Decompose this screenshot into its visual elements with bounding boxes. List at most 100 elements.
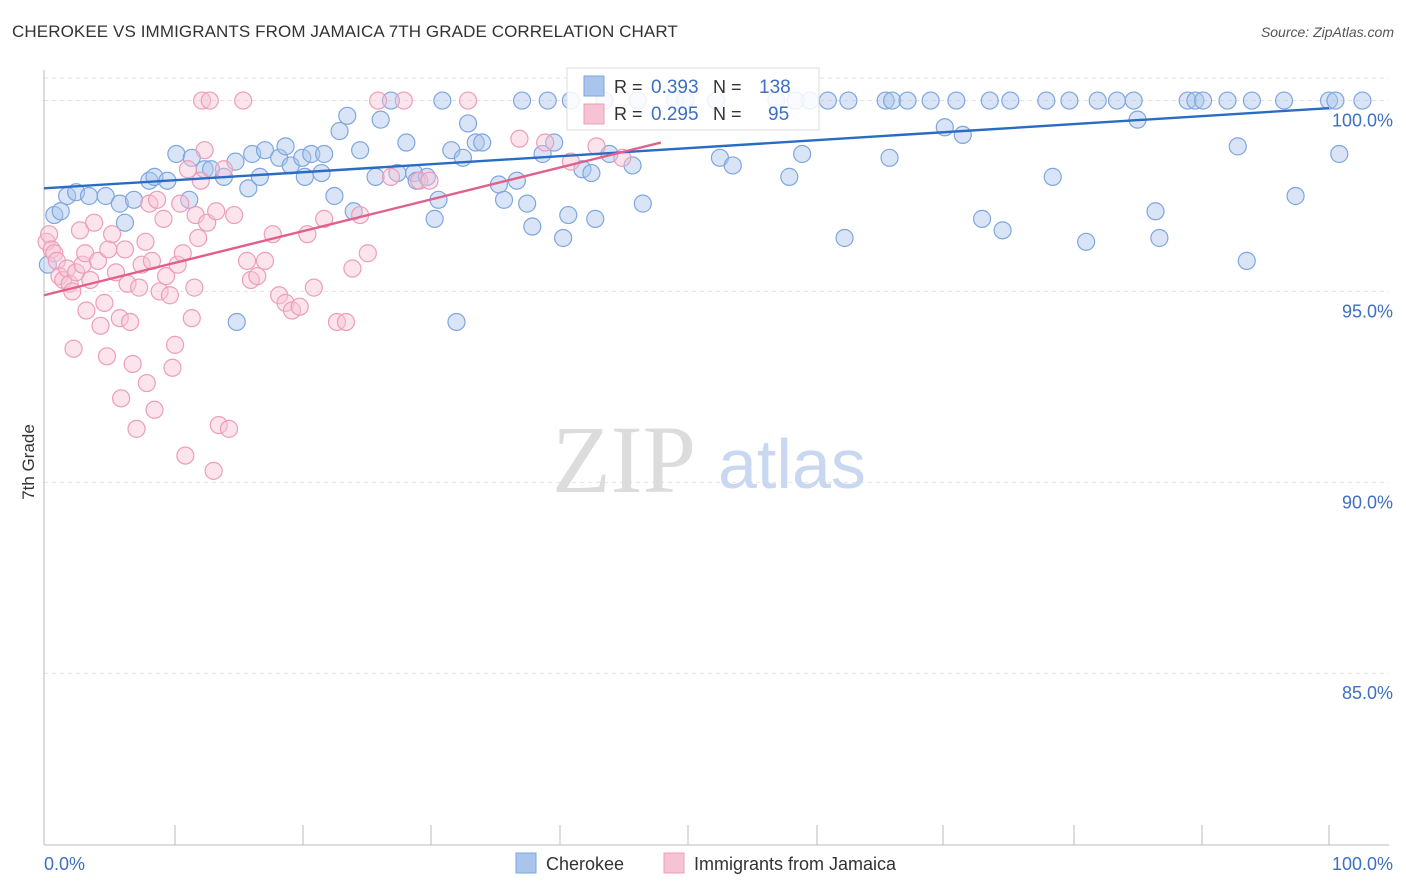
data-point-cherokee-85 <box>818 91 837 110</box>
data-point-jamaica-41 <box>154 209 173 228</box>
data-point-jamaica-34 <box>136 232 155 251</box>
data-point-cherokee-58 <box>512 91 532 110</box>
data-point-cherokee-7 <box>110 194 129 213</box>
data-point-jamaica-86 <box>394 91 413 110</box>
data-point-cherokee-98 <box>993 221 1012 240</box>
data-point-jamaica-19 <box>91 316 110 335</box>
data-point-jamaica-31 <box>127 419 146 438</box>
y-axis-label: 7th Grade <box>19 424 38 500</box>
data-point-jamaica-22 <box>99 240 118 259</box>
data-point-jamaica-4 <box>47 251 66 270</box>
data-point-cherokee-83 <box>793 144 812 164</box>
data-point-cherokee-86 <box>835 228 854 248</box>
data-point-cherokee-122 <box>1353 91 1372 110</box>
stats-swatch-cherokee <box>583 75 605 97</box>
data-point-jamaica-47 <box>171 194 190 213</box>
data-point-jamaica-52 <box>185 278 204 297</box>
data-point-jamaica-64 <box>219 419 239 438</box>
data-point-cherokee-31 <box>312 163 331 183</box>
data-point-jamaica-77 <box>304 278 323 297</box>
data-point-cherokee-88 <box>876 91 895 110</box>
data-point-cherokee-8 <box>115 213 135 232</box>
data-point-jamaica-11 <box>67 263 86 282</box>
data-point-jamaica-62 <box>209 415 228 435</box>
data-point-cherokee-35 <box>338 106 357 125</box>
stats-n-value-1: 138 <box>759 77 791 98</box>
data-point-cherokee-48 <box>433 91 452 110</box>
data-point-cherokee-62 <box>538 91 557 110</box>
data-point-jamaica-90 <box>510 129 529 148</box>
data-point-cherokee-50 <box>447 312 466 332</box>
data-point-cherokee-68 <box>582 163 601 183</box>
data-point-jamaica-73 <box>276 293 295 312</box>
data-point-cherokee-60 <box>523 217 542 236</box>
data-point-cherokee-46 <box>425 209 444 228</box>
x-tick-label-0: 0.0% <box>44 854 85 874</box>
data-point-cherokee-21 <box>239 179 258 198</box>
watermark-zip: ZIP <box>552 406 696 513</box>
data-point-jamaica-60 <box>204 461 223 480</box>
data-point-cherokee-56 <box>494 190 514 209</box>
data-point-jamaica-10 <box>64 339 83 358</box>
data-point-jamaica-65 <box>225 205 244 225</box>
data-point-cherokee-103 <box>1077 232 1096 251</box>
stats-n-label-2: N = <box>713 104 742 124</box>
data-point-cherokee-99 <box>1001 91 1020 110</box>
data-point-jamaica-81 <box>343 259 362 278</box>
y-tick-label-1: 90.0% <box>1342 492 1393 512</box>
data-point-cherokee-32 <box>315 144 334 164</box>
data-point-jamaica-35 <box>137 373 156 393</box>
gridlines <box>44 77 1389 674</box>
data-point-jamaica-84 <box>369 91 388 110</box>
chart-title: CHEROKEE VS IMMIGRANTS FROM JAMAICA 7TH … <box>12 22 678 41</box>
data-point-cherokee-20 <box>227 312 246 332</box>
legend-swatch-jamaica <box>663 852 685 874</box>
data-point-cherokee-102 <box>1060 91 1079 110</box>
data-point-cherokee-100 <box>1037 91 1056 110</box>
series-jamaica-points <box>37 91 632 480</box>
data-point-jamaica-63 <box>214 160 233 179</box>
data-point-cherokee-52 <box>458 114 478 133</box>
stats-n-value-2: 95 <box>768 104 789 125</box>
data-point-jamaica-87 <box>410 171 429 190</box>
data-point-cherokee-23 <box>250 167 269 186</box>
data-point-jamaica-57 <box>195 141 214 160</box>
data-point-cherokee-24 <box>255 141 275 160</box>
data-point-jamaica-59 <box>200 91 219 110</box>
data-point-jamaica-38 <box>145 400 164 419</box>
data-point-jamaica-67 <box>237 251 257 270</box>
data-point-cherokee-5 <box>79 186 99 206</box>
data-point-cherokee-104 <box>1088 91 1107 110</box>
y-tick-label-0: 85.0% <box>1342 683 1393 703</box>
data-point-cherokee-34 <box>330 121 349 141</box>
stats-r-value-1: 0.393 <box>651 77 699 98</box>
x-tick-labels: 0.0% 100.0% <box>44 854 1393 874</box>
data-point-cherokee-37 <box>351 141 370 160</box>
data-point-cherokee-108 <box>1146 202 1165 221</box>
data-point-cherokee-92 <box>921 91 940 110</box>
data-point-cherokee-53 <box>466 133 485 152</box>
data-point-jamaica-9 <box>63 282 82 301</box>
data-point-cherokee-13 <box>167 144 186 164</box>
data-point-cherokee-116 <box>1242 91 1262 110</box>
data-point-cherokee-121 <box>1330 144 1349 164</box>
data-point-cherokee-97 <box>980 91 999 110</box>
data-point-cherokee-33 <box>325 186 344 206</box>
data-point-cherokee-30 <box>302 144 321 164</box>
y-tick-label-2: 95.0% <box>1342 301 1393 321</box>
data-point-jamaica-89 <box>458 91 478 110</box>
data-point-jamaica-54 <box>189 228 208 248</box>
data-point-jamaica-49 <box>176 446 195 465</box>
data-point-jamaica-18 <box>88 251 108 270</box>
data-point-jamaica-13 <box>73 255 92 274</box>
data-point-jamaica-21 <box>97 347 117 366</box>
data-point-jamaica-29 <box>120 312 140 332</box>
data-point-jamaica-26 <box>111 389 131 408</box>
data-point-cherokee-28 <box>293 148 312 167</box>
data-point-cherokee-112 <box>1193 91 1213 110</box>
data-point-jamaica-44 <box>163 358 182 377</box>
data-point-cherokee-114 <box>1228 137 1247 156</box>
data-point-cherokee-95 <box>953 125 972 145</box>
data-point-jamaica-43 <box>160 286 180 305</box>
